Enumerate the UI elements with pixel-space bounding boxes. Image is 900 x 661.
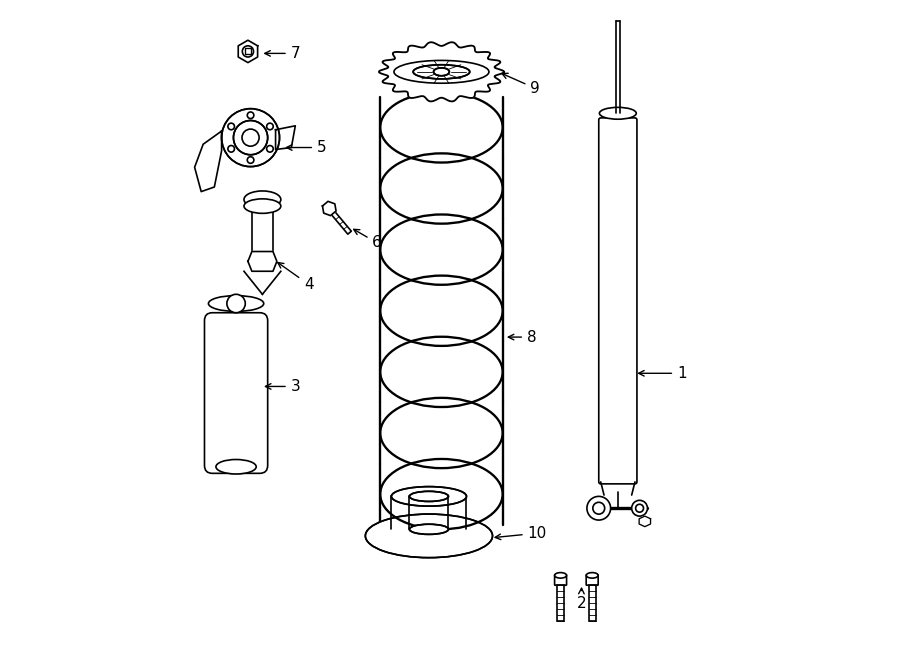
Text: 10: 10 bbox=[495, 525, 547, 541]
Polygon shape bbox=[238, 40, 257, 63]
Ellipse shape bbox=[216, 459, 256, 474]
Ellipse shape bbox=[413, 65, 470, 79]
Ellipse shape bbox=[209, 295, 264, 311]
Polygon shape bbox=[248, 252, 277, 271]
Circle shape bbox=[266, 145, 274, 152]
Ellipse shape bbox=[365, 514, 492, 558]
Circle shape bbox=[228, 123, 235, 130]
Ellipse shape bbox=[410, 491, 448, 502]
Bar bbox=[589, 584, 596, 621]
Polygon shape bbox=[328, 207, 351, 234]
Circle shape bbox=[248, 112, 254, 118]
FancyBboxPatch shape bbox=[554, 574, 567, 585]
Ellipse shape bbox=[599, 107, 636, 119]
Circle shape bbox=[221, 108, 280, 167]
Ellipse shape bbox=[394, 60, 489, 83]
Ellipse shape bbox=[434, 68, 449, 76]
Circle shape bbox=[266, 123, 274, 130]
Text: 4: 4 bbox=[278, 262, 313, 292]
Circle shape bbox=[242, 129, 259, 146]
Text: 2: 2 bbox=[576, 588, 586, 611]
Polygon shape bbox=[379, 42, 504, 101]
Circle shape bbox=[635, 504, 644, 512]
Text: 6: 6 bbox=[354, 229, 382, 251]
Circle shape bbox=[233, 120, 267, 155]
Ellipse shape bbox=[392, 486, 466, 506]
Circle shape bbox=[632, 500, 647, 516]
Text: 1: 1 bbox=[639, 366, 687, 381]
Bar bbox=[557, 584, 564, 621]
Ellipse shape bbox=[244, 199, 281, 214]
Ellipse shape bbox=[244, 191, 281, 208]
Text: 8: 8 bbox=[508, 330, 536, 344]
FancyBboxPatch shape bbox=[586, 574, 598, 585]
Text: 5: 5 bbox=[286, 140, 327, 155]
Ellipse shape bbox=[554, 572, 566, 578]
Polygon shape bbox=[244, 258, 281, 294]
Circle shape bbox=[228, 145, 235, 152]
Text: 7: 7 bbox=[265, 46, 301, 61]
Ellipse shape bbox=[410, 524, 448, 534]
Circle shape bbox=[587, 496, 610, 520]
FancyBboxPatch shape bbox=[598, 118, 637, 484]
Text: 3: 3 bbox=[266, 379, 301, 394]
Circle shape bbox=[227, 294, 246, 313]
Circle shape bbox=[593, 502, 605, 514]
Ellipse shape bbox=[586, 572, 598, 578]
FancyBboxPatch shape bbox=[204, 313, 267, 473]
Circle shape bbox=[248, 157, 254, 163]
Polygon shape bbox=[639, 516, 651, 527]
Polygon shape bbox=[275, 126, 295, 149]
Polygon shape bbox=[322, 202, 336, 215]
Polygon shape bbox=[194, 131, 221, 192]
Text: 9: 9 bbox=[502, 73, 540, 96]
Circle shape bbox=[242, 46, 254, 57]
